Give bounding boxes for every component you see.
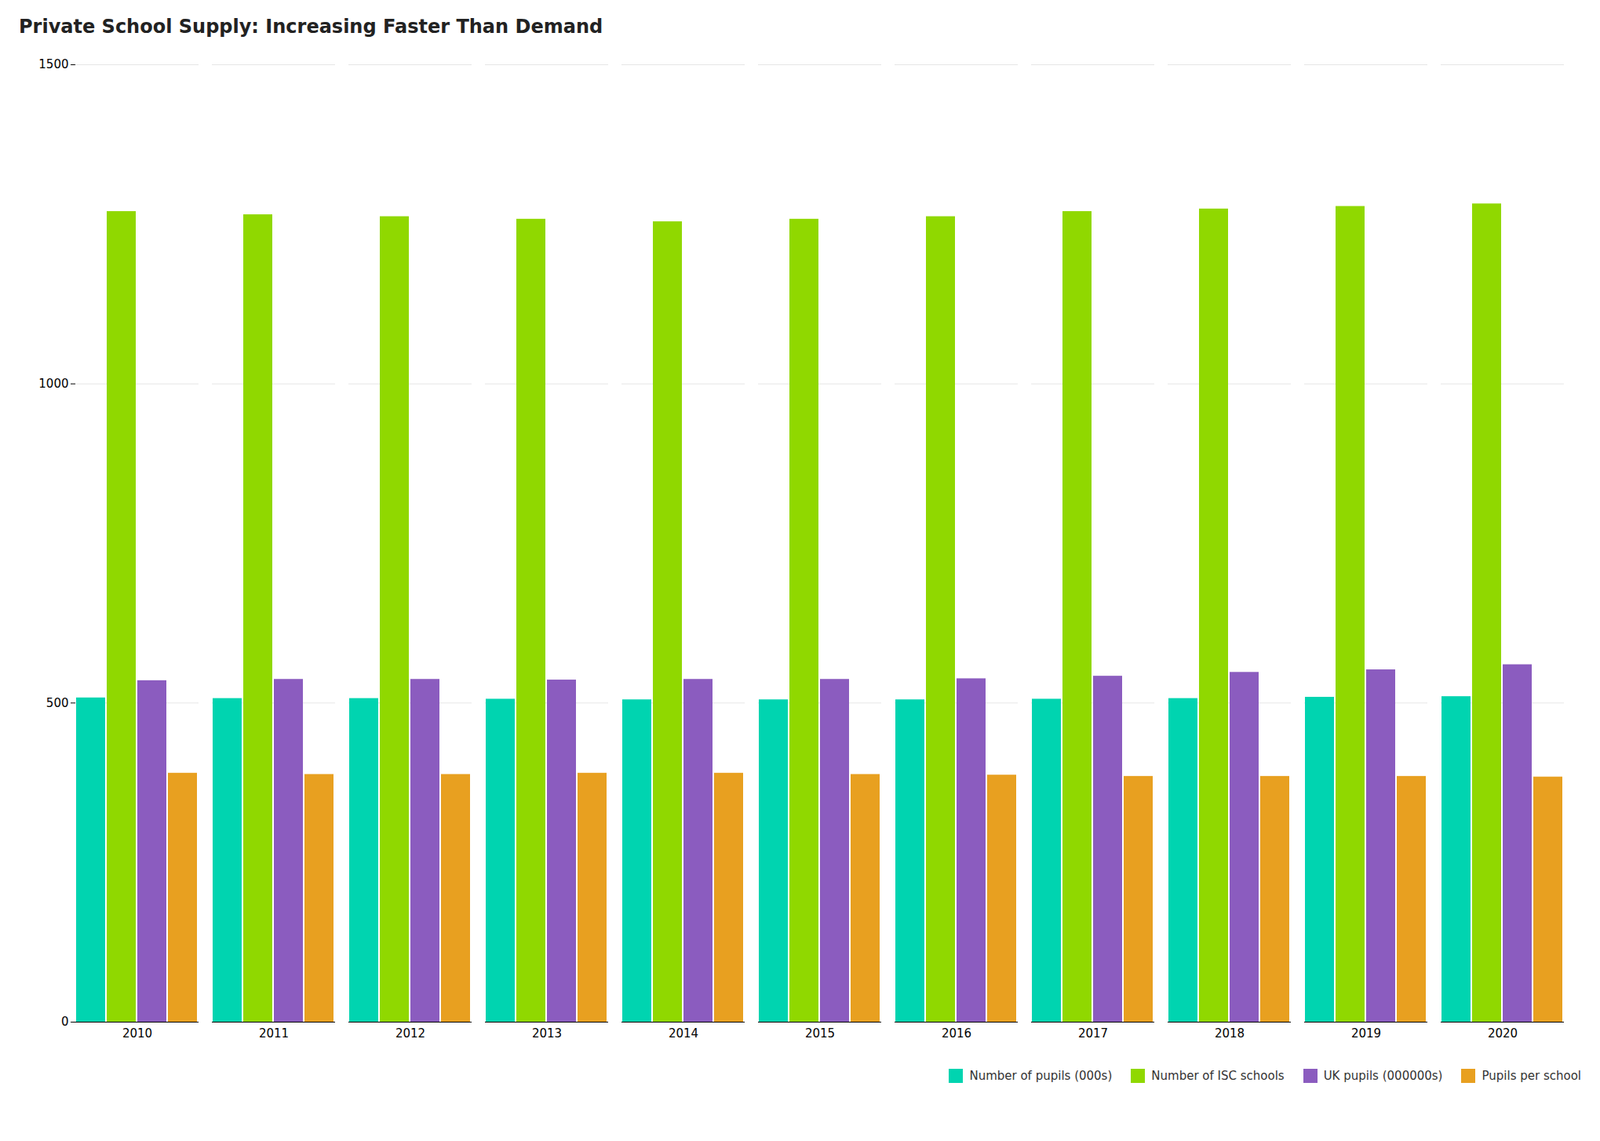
svg-text:2017: 2017: [1078, 1026, 1108, 1041]
svg-text:2014: 2014: [668, 1026, 699, 1041]
html-text:Number of pupils (000s): Number of pupils (000s): [969, 1068, 1113, 1083]
svg-text:2018: 2018: [1214, 1026, 1245, 1041]
svg-text:2011: 2011: [258, 1026, 289, 1041]
html-text:Private School Supply: Increas: Private School Supply: Increasing Faster…: [18, 15, 603, 38]
svg-text:2019: 2019: [1351, 1026, 1382, 1041]
svg-text:1000: 1000: [38, 376, 69, 391]
svg-text:2013: 2013: [532, 1026, 562, 1041]
html-text:UK pupils (000000s): UK pupils (000000s): [1323, 1068, 1443, 1083]
html-text:Number of ISC schools: Number of ISC schools: [1151, 1068, 1285, 1083]
html-text:Pupils per school: Pupils per school: [1481, 1068, 1582, 1083]
svg-text:2010: 2010: [122, 1026, 153, 1041]
svg-text:2020: 2020: [1487, 1026, 1518, 1041]
svg-text:1500: 1500: [38, 57, 69, 72]
svg-text:0: 0: [61, 1014, 70, 1029]
svg-text:2016: 2016: [941, 1026, 972, 1041]
svg-text:500: 500: [46, 696, 70, 711]
svg-text:2015: 2015: [805, 1026, 835, 1041]
svg-text:2012: 2012: [395, 1026, 426, 1041]
